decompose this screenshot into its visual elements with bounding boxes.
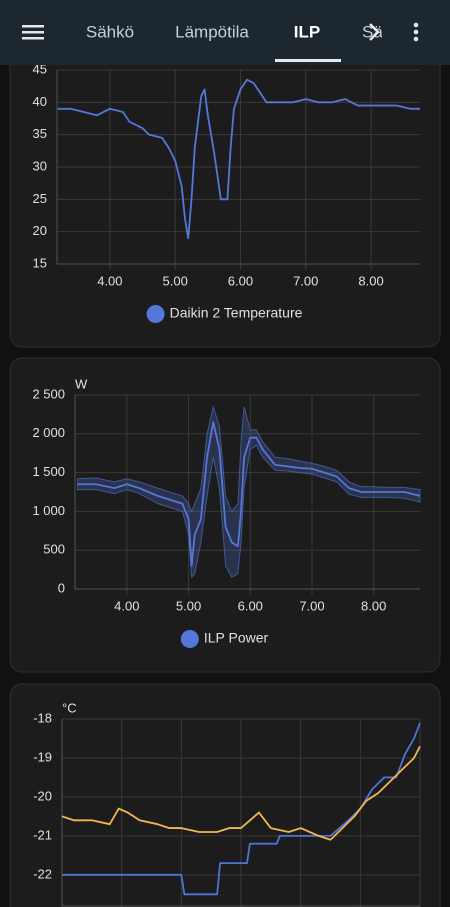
legend-swatch bbox=[180, 630, 199, 648]
chart: 15 20 25 30 35 40 45 4.00 5.00 6.00 7.00 8.00 Daikin… bbox=[33, 61, 420, 323]
x-tick-label: 8.00 bbox=[358, 273, 383, 288]
legend-swatch bbox=[146, 305, 165, 323]
y-tick-label: 1 000 bbox=[32, 503, 65, 518]
chart: 0 500 1 000 1 500 2 000 2 500 4.00 5.00 6.00 7.00… bbox=[32, 376, 421, 648]
y-tick-label: 40 bbox=[33, 94, 47, 109]
x-tick-label: 7.00 bbox=[299, 598, 324, 613]
x-tick-label: 4.00 bbox=[97, 273, 122, 288]
tab[interactable]: Sähkö bbox=[362, 22, 410, 41]
active-tab-indicator bbox=[275, 59, 341, 62]
legend-label: Daikin 2 Temperature bbox=[170, 305, 303, 321]
y-tick-label: 500 bbox=[43, 542, 65, 557]
x-tick-label: 4.00 bbox=[114, 598, 139, 613]
tab[interactable]: Lämpötila bbox=[175, 22, 249, 41]
y-tick-label: 20 bbox=[33, 223, 47, 238]
series-line bbox=[57, 78, 420, 240]
header-bg bbox=[0, 0, 450, 65]
x-tick-label: 8.00 bbox=[361, 598, 386, 613]
legend-label: ILP Power bbox=[204, 630, 269, 646]
y-tick-label: 25 bbox=[33, 191, 47, 206]
app-header: Sähkö Lämpötila ILP Sähkö bbox=[0, 0, 450, 65]
tab[interactable]: ILP bbox=[294, 22, 320, 41]
chart: -22 -21 -20 -19 -18 °C bbox=[33, 700, 421, 907]
y-unit: W bbox=[75, 376, 88, 391]
tab[interactable]: Sähkö bbox=[86, 22, 134, 41]
menu-button[interactable] bbox=[22, 25, 44, 40]
y-tick-label: 0 bbox=[58, 580, 65, 595]
series-line bbox=[61, 745, 421, 841]
x-tick-label: 5.00 bbox=[163, 273, 188, 288]
y-tick-label: 30 bbox=[33, 158, 47, 173]
y-tick-label: 45 bbox=[33, 61, 47, 76]
scroll-arrow[interactable] bbox=[369, 23, 380, 41]
series-line bbox=[77, 421, 421, 567]
card bbox=[9, 0, 441, 348]
y-tick-label: -22 bbox=[33, 866, 52, 881]
y-tick-label: -20 bbox=[33, 788, 52, 803]
y-unit: °C bbox=[62, 700, 77, 715]
y-tick-label: 2 000 bbox=[32, 425, 65, 440]
overflow-menu[interactable] bbox=[413, 22, 419, 42]
legend-item: Daikin 2 Temperature bbox=[146, 305, 303, 323]
x-tick-label: 6.00 bbox=[238, 598, 263, 613]
y-tick-label: -19 bbox=[33, 749, 52, 764]
legend-item: ILP Power bbox=[180, 630, 269, 648]
y-tick-label: -21 bbox=[33, 827, 52, 842]
x-tick-label: 6.00 bbox=[228, 273, 253, 288]
y-tick-label: 35 bbox=[33, 126, 47, 141]
y-tick-label: -18 bbox=[33, 710, 52, 725]
card bbox=[9, 683, 441, 907]
y-tick-label: 15 bbox=[33, 255, 47, 270]
x-tick-label: 5.00 bbox=[176, 598, 201, 613]
y-tick-label: 1 500 bbox=[32, 464, 65, 479]
y-tick-label: 2 500 bbox=[32, 386, 65, 401]
x-tick-label: 7.00 bbox=[293, 273, 318, 288]
